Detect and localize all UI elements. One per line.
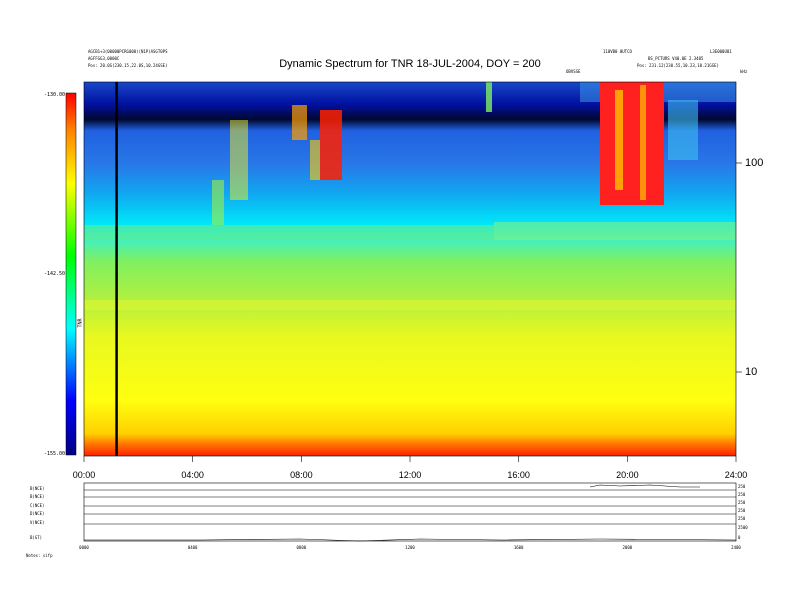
subpanel-label-5: V(NCE) bbox=[30, 520, 45, 525]
header-right-line1b: L3E000U01 bbox=[710, 49, 732, 54]
subpanel-x-label-4: 1600 bbox=[513, 545, 524, 550]
subpanel-frame bbox=[83, 482, 737, 542]
colorbar-tick-mid: -142.50 bbox=[44, 271, 66, 277]
colorbar-tick-top: -130.00 bbox=[44, 92, 66, 98]
burst-b bbox=[320, 110, 342, 180]
x-tick-label-2: 08:00 bbox=[290, 470, 313, 480]
x-tick-label-3: 12:00 bbox=[398, 470, 422, 480]
burst-streak-b bbox=[640, 85, 646, 200]
subpanel-label-1: B(NCE) bbox=[30, 486, 45, 491]
x-tick-label-4: 16:00 bbox=[507, 470, 530, 480]
header-right-line1: 110VB0 0UTCO bbox=[603, 49, 632, 54]
subpanel-label-6: B(GT) bbox=[30, 535, 43, 540]
marker-label: OBVSSE bbox=[566, 69, 581, 74]
burst-d bbox=[230, 120, 248, 200]
subpanel-x-label-1: 0400 bbox=[187, 545, 198, 550]
subpanel-x-label-0: 0000 bbox=[79, 545, 89, 550]
burst-c bbox=[310, 140, 320, 180]
header-left-line1: AGCB1+3(00000PCRG000)(N1P)ASGT0PS bbox=[88, 49, 168, 54]
subpanel-scale-6: 2500 bbox=[738, 525, 748, 530]
header-right-line2: BS_PCTURS V40.0E 2.3405 bbox=[648, 56, 704, 61]
burst-streak-c bbox=[668, 100, 698, 160]
x-tick-label-1: 04:00 bbox=[181, 470, 204, 480]
corner-unit-label: kHz bbox=[740, 69, 748, 74]
subpanel-trace-6 bbox=[84, 538, 737, 542]
burst-small bbox=[486, 82, 492, 112]
x-axis-ticks bbox=[83, 456, 737, 462]
subpanel-label-2: B(NCE) bbox=[30, 494, 45, 499]
burst-e bbox=[212, 180, 224, 225]
x-tick-label-6: 24:00 bbox=[724, 470, 748, 480]
subpanel-x-label-2: 0800 bbox=[296, 545, 307, 550]
subpanel-scale-3: 250 bbox=[738, 500, 746, 505]
subpanel-label-4: D(NCE) bbox=[30, 511, 45, 516]
header-left-line3: Pos: 20.0S(230.15,22.0S,10.24GSE) bbox=[88, 63, 168, 68]
subpanel-scale-7: 0 bbox=[738, 535, 741, 540]
x-tick-label-0: 00:00 bbox=[72, 470, 96, 480]
subpanel-footer: Notes: sifp bbox=[26, 553, 53, 558]
subpanel-scale-4: 250 bbox=[738, 508, 746, 513]
colorbar-label: TNR bbox=[77, 318, 84, 328]
y-tick-label-10: 10 bbox=[745, 366, 758, 378]
subpanel-scale-5: 250 bbox=[738, 516, 746, 521]
subpanel-scale-2: 250 bbox=[738, 492, 746, 497]
subpanel-x-label-3: 1200 bbox=[405, 545, 415, 550]
y-axis-ticks bbox=[736, 162, 742, 373]
burst-streak-a bbox=[615, 90, 623, 190]
chart-title: Dynamic Spectrum for TNR 18-JUL-2004, DO… bbox=[279, 58, 541, 70]
spectrum-band-c bbox=[84, 300, 736, 310]
subpanel-box bbox=[83, 482, 737, 542]
x-tick-label-5: 20:00 bbox=[616, 470, 639, 480]
header-right-line3: Pos: 231.12(230.55,10.23,10.21GSE) bbox=[637, 63, 719, 68]
burst-group-1 bbox=[212, 105, 342, 225]
spectrum-band-a bbox=[84, 225, 494, 240]
spectrum-band-b bbox=[494, 222, 736, 240]
header-left-line2: AGFFGG3,0000C bbox=[88, 56, 120, 61]
burst-a bbox=[292, 105, 307, 140]
subpanel-label-3: C(NCE) bbox=[30, 503, 45, 508]
subpanel-x-label-6: 2400 bbox=[731, 545, 741, 550]
subpanel-scale-1: 250 bbox=[738, 484, 746, 489]
colorbar bbox=[65, 92, 77, 456]
y-tick-label-100: 100 bbox=[745, 157, 764, 169]
burst-main bbox=[600, 82, 664, 205]
colorbar-tick-bottom: -155.00 bbox=[44, 451, 66, 457]
subpanel-x-label-5: 2000 bbox=[622, 545, 633, 550]
subpanel-trace-bump bbox=[589, 484, 700, 488]
burst-group-2 bbox=[600, 82, 698, 205]
